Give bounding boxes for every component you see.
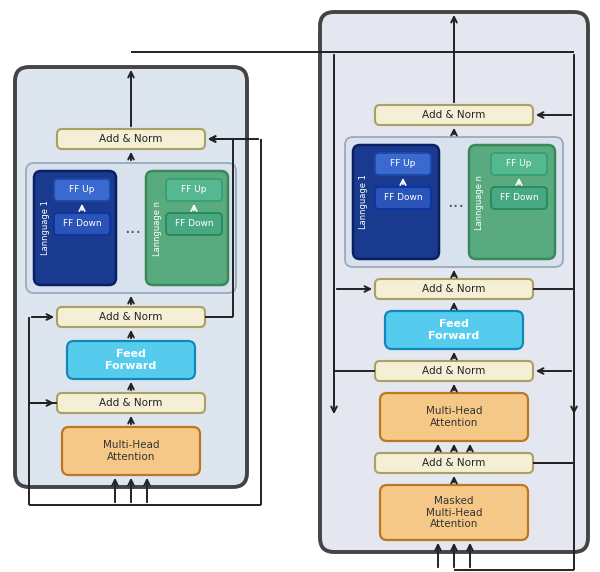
FancyBboxPatch shape <box>491 153 547 175</box>
FancyBboxPatch shape <box>54 179 110 201</box>
FancyBboxPatch shape <box>34 171 116 285</box>
Text: FF Down: FF Down <box>175 220 214 228</box>
Text: FF Up: FF Up <box>506 160 532 169</box>
FancyBboxPatch shape <box>375 105 533 125</box>
FancyBboxPatch shape <box>345 137 563 267</box>
Text: Add & Norm: Add & Norm <box>422 458 485 468</box>
FancyBboxPatch shape <box>380 393 528 441</box>
FancyBboxPatch shape <box>166 213 222 235</box>
FancyBboxPatch shape <box>146 171 228 285</box>
FancyBboxPatch shape <box>491 187 547 209</box>
FancyBboxPatch shape <box>54 213 110 235</box>
FancyBboxPatch shape <box>62 427 200 475</box>
Text: Add & Norm: Add & Norm <box>422 110 485 120</box>
Text: Add & Norm: Add & Norm <box>422 284 485 294</box>
Text: Lannguage 1: Lannguage 1 <box>359 174 368 229</box>
Text: Add & Norm: Add & Norm <box>100 312 163 322</box>
Text: Add & Norm: Add & Norm <box>100 398 163 408</box>
FancyBboxPatch shape <box>57 307 205 327</box>
FancyBboxPatch shape <box>385 311 523 349</box>
FancyBboxPatch shape <box>469 145 555 259</box>
FancyBboxPatch shape <box>380 485 528 540</box>
FancyBboxPatch shape <box>375 453 533 473</box>
Text: Add & Norm: Add & Norm <box>422 366 485 376</box>
Text: FF Down: FF Down <box>500 193 538 202</box>
Text: Lannguage 1: Lannguage 1 <box>41 201 49 256</box>
Text: FF Up: FF Up <box>181 185 206 194</box>
Text: FF Up: FF Up <box>391 160 416 169</box>
FancyBboxPatch shape <box>375 187 431 209</box>
FancyBboxPatch shape <box>57 129 205 149</box>
FancyBboxPatch shape <box>320 12 588 552</box>
Text: ...: ... <box>448 193 464 211</box>
Text: FF Down: FF Down <box>62 220 101 228</box>
FancyBboxPatch shape <box>26 163 236 293</box>
FancyBboxPatch shape <box>166 179 222 201</box>
Text: Multi-Head
Attention: Multi-Head Attention <box>103 440 159 462</box>
Text: Feed
Forward: Feed Forward <box>428 319 479 341</box>
Text: Masked
Multi-Head
Attention: Masked Multi-Head Attention <box>426 496 482 529</box>
Text: Lannguage n: Lannguage n <box>152 201 161 256</box>
FancyBboxPatch shape <box>375 361 533 381</box>
FancyBboxPatch shape <box>67 341 195 379</box>
Text: ...: ... <box>124 219 142 237</box>
Text: Feed
Forward: Feed Forward <box>106 349 157 371</box>
FancyBboxPatch shape <box>15 67 247 487</box>
Text: FF Up: FF Up <box>70 185 95 194</box>
Text: Add & Norm: Add & Norm <box>100 134 163 144</box>
FancyBboxPatch shape <box>375 153 431 175</box>
FancyBboxPatch shape <box>57 393 205 413</box>
Text: FF Down: FF Down <box>383 193 422 202</box>
Text: Lannguage n: Lannguage n <box>476 174 485 229</box>
FancyBboxPatch shape <box>375 279 533 299</box>
Text: Multi-Head
Attention: Multi-Head Attention <box>426 406 482 428</box>
FancyBboxPatch shape <box>353 145 439 259</box>
